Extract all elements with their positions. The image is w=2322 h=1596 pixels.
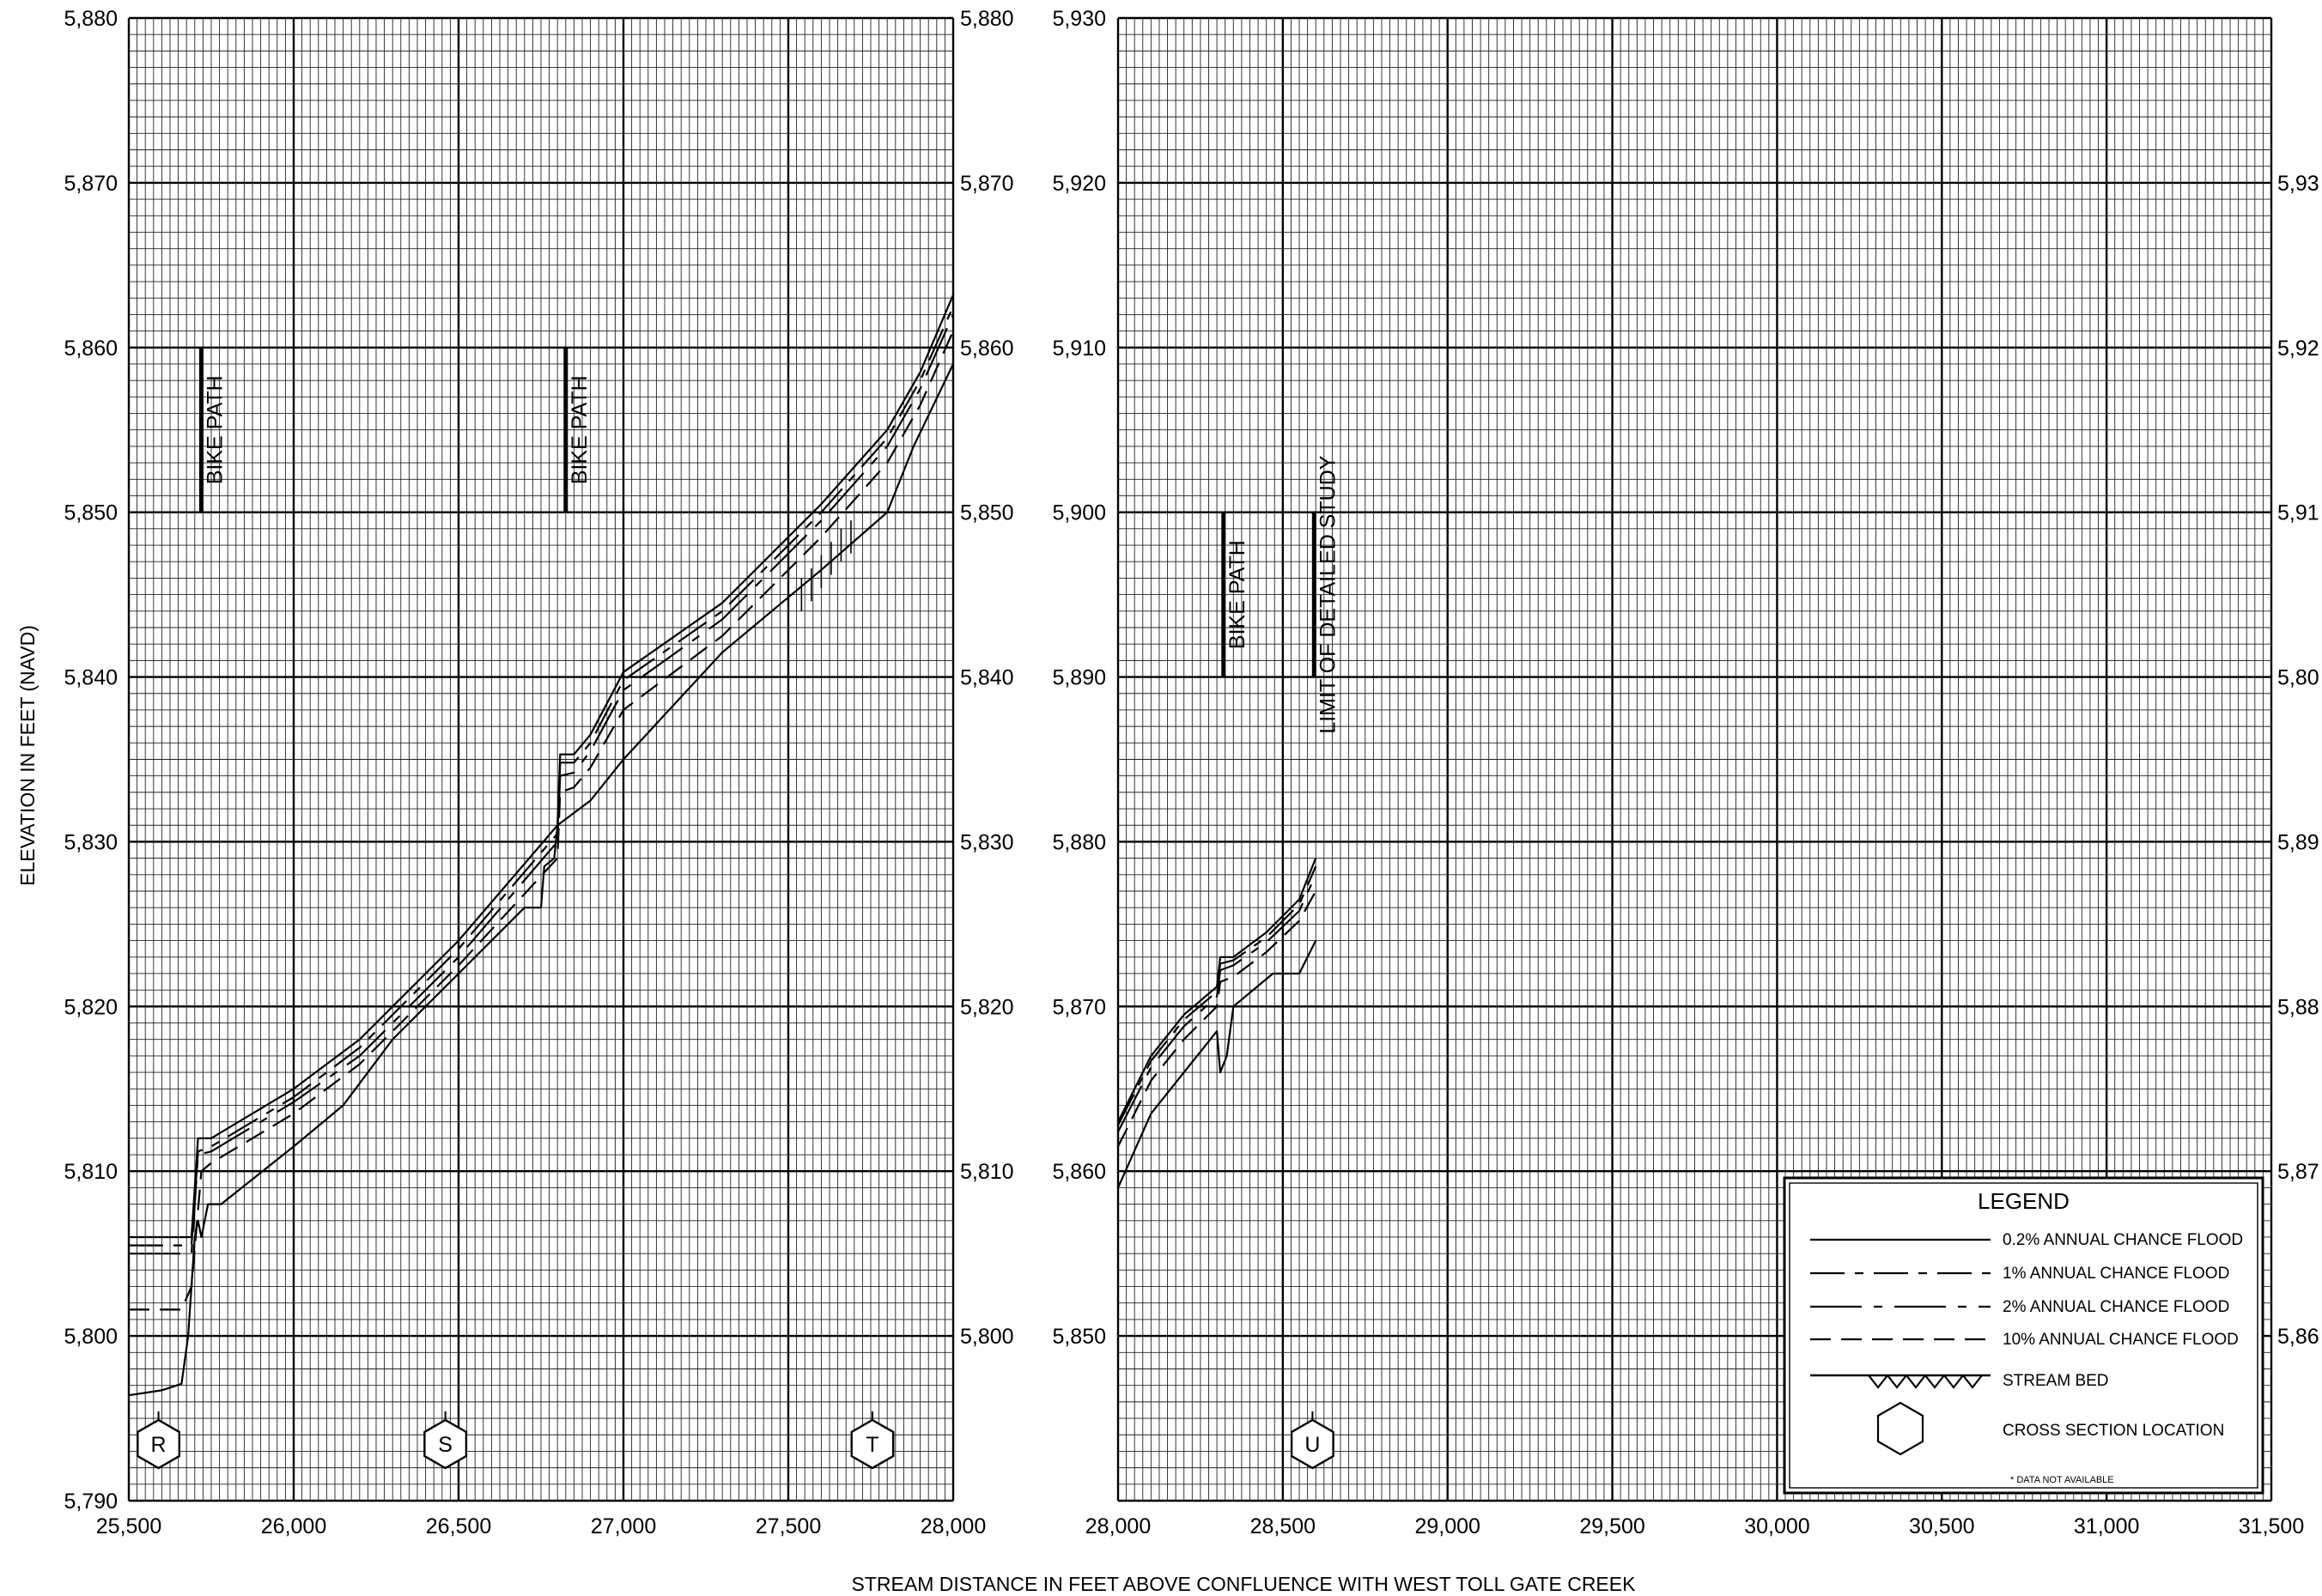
- cross-section-label: T: [866, 1433, 878, 1457]
- series-line: [128, 363, 954, 1397]
- y-tick-right: 5,860: [960, 337, 1014, 361]
- legend-item-label: CROSS SECTION LOCATION: [2003, 1422, 2224, 1440]
- y-tick-left-panel2: 5,910: [1052, 337, 1106, 361]
- x-tick-label: 28,000: [1085, 1514, 1151, 1538]
- series-line: [1117, 858, 1317, 1123]
- feature-label: BIKE PATH: [1225, 540, 1249, 649]
- x-tick-label: 31,000: [2074, 1514, 2139, 1538]
- legend-swatch-stream-bed-hatch: [1962, 1375, 1983, 1389]
- y-tick-right: 5,830: [960, 830, 1014, 854]
- legend-box: [1783, 1176, 2264, 1495]
- y-tick-left: 5,840: [64, 666, 118, 690]
- y-tick-right: 5,880: [960, 7, 1014, 31]
- legend-item-label: 10% ANNUAL CHANCE FLOOD: [2003, 1331, 2239, 1349]
- cross-section-hexagon-icon: [850, 1418, 895, 1470]
- legend-item-label: 0.2% ANNUAL CHANCE FLOOD: [2003, 1231, 2243, 1249]
- feature-label: BIKE PATH: [203, 375, 227, 484]
- y-tick-left-panel2: 5,860: [1052, 1160, 1106, 1184]
- y-tick-left: 5,810: [64, 1160, 118, 1184]
- y-tick-right: 5,820: [960, 995, 1014, 1019]
- y-tick-left-panel2: 5,850: [1052, 1325, 1106, 1349]
- cross-section-markers: R S T U: [137, 1411, 1334, 1470]
- series-line: [1117, 865, 1317, 1126]
- cross-section-label: U: [1304, 1433, 1320, 1457]
- y-tick-left: 5,790: [64, 1490, 118, 1514]
- y-tick-right-panel2: 5,89: [2277, 830, 2319, 854]
- y-tick-right-panel2: 5,88: [2277, 995, 2319, 1019]
- y-tick-right-panel2: 5,93: [2277, 172, 2319, 196]
- cross-section-label: S: [438, 1433, 453, 1457]
- legend-swatch-stream-bed-hatch: [1887, 1375, 1907, 1389]
- y-tick-left: 5,850: [64, 501, 118, 525]
- y-axis-title: ELEVATION IN FEET (NAVD): [16, 625, 39, 886]
- series-line: [1117, 890, 1317, 1147]
- legend-item-label: 1% ANNUAL CHANCE FLOOD: [2003, 1265, 2229, 1283]
- y-tick-right: 5,850: [960, 501, 1014, 525]
- series-line: [129, 306, 955, 1247]
- y-tick-right-panel2: 5,92: [2277, 337, 2319, 361]
- x-tick-label: 28,500: [1250, 1514, 1316, 1538]
- series-line: [1117, 874, 1317, 1132]
- legend: LEGEND 0.2% ANNUAL CHANCE FLOOD 1% ANNUAL …: [1783, 1176, 2264, 1495]
- cross-section-hexagon-icon: [423, 1418, 468, 1470]
- legend-note: * DATA NOT AVAILABLE: [2010, 1475, 2114, 1485]
- legend-swatch-stream-bed-hatch: [1924, 1375, 1945, 1389]
- legend-hexagon-icon: [1876, 1401, 1924, 1456]
- x-tick-label: 30,000: [1744, 1514, 1809, 1538]
- x-tick-label: 29,000: [1414, 1514, 1480, 1538]
- y-tick-right: 5,840: [960, 666, 1014, 690]
- y-tick-left-panel2: 5,890: [1052, 666, 1106, 690]
- y-tick-right-panel2: 5,87: [2277, 1160, 2319, 1184]
- legend-inner-border: [1789, 1182, 2258, 1489]
- profile-features: BIKE PATH BIKE PATH BIKE PATH LIMIT OF DETA…: [198, 347, 1340, 734]
- feature-label: LIMIT OF DETAILED STUDY: [1316, 455, 1340, 733]
- x-tick-label: 25,500: [96, 1514, 161, 1538]
- y-tick-left: 5,830: [64, 830, 118, 854]
- legend-swatch-stream-bed-hatch: [1906, 1375, 1926, 1389]
- y-tick-left: 5,820: [64, 995, 118, 1019]
- y-tick-left: 5,880: [64, 7, 118, 31]
- axis-ticks: 5,7905,8005,8105,8205,8305,8405,8505,860…: [64, 7, 2319, 1538]
- x-tick-label: 28,000: [921, 1514, 986, 1538]
- series-line: [129, 294, 955, 1239]
- feature-label: BIKE PATH: [568, 375, 592, 484]
- y-tick-right-panel2: 5,80: [2277, 666, 2319, 690]
- cross-section-label: R: [151, 1433, 167, 1457]
- y-tick-left-panel2: 5,930: [1052, 7, 1106, 31]
- x-axis-title: STREAM DISTANCE IN FEET ABOVE CONFLUENCE…: [852, 1573, 1637, 1595]
- y-tick-right-panel2: 5,86: [2277, 1325, 2319, 1349]
- cross-section-hexagon-icon: [1290, 1418, 1334, 1470]
- x-tick-label: 26,500: [426, 1514, 491, 1538]
- x-tick-label: 27,500: [756, 1514, 821, 1538]
- x-tick-label: 29,500: [1579, 1514, 1644, 1538]
- y-tick-left: 5,800: [64, 1325, 118, 1349]
- series-line: [1116, 940, 1317, 1188]
- legend-title: LEGEND: [1978, 1188, 2070, 1214]
- x-tick-label: 27,000: [591, 1514, 656, 1538]
- y-tick-right: 5,800: [960, 1325, 1014, 1349]
- y-tick-right: 5,810: [960, 1160, 1014, 1184]
- series-line: [129, 313, 955, 1255]
- legend-item-label: 2% ANNUAL CHANCE FLOOD: [2003, 1298, 2229, 1316]
- legend-swatch-stream-bed-hatch: [1868, 1375, 1888, 1389]
- y-tick-left-panel2: 5,870: [1052, 995, 1106, 1019]
- y-tick-right-panel2: 5,91: [2277, 501, 2319, 525]
- x-tick-label: 30,500: [1909, 1514, 1974, 1538]
- x-tick-label: 26,000: [261, 1514, 326, 1538]
- y-tick-left-panel2: 5,900: [1052, 501, 1106, 525]
- x-tick-label: 31,500: [2239, 1514, 2304, 1538]
- legend-item-label: STREAM BED: [2003, 1372, 2109, 1390]
- y-tick-left: 5,860: [64, 337, 118, 361]
- y-tick-left-panel2: 5,880: [1052, 830, 1106, 854]
- y-tick-left-panel2: 5,920: [1052, 172, 1106, 196]
- series-line: [129, 331, 955, 1311]
- y-tick-left: 5,870: [64, 172, 118, 196]
- y-tick-right: 5,870: [960, 172, 1014, 196]
- legend-swatch-stream-bed-hatch: [1943, 1375, 1964, 1389]
- cross-section-hexagon-icon: [137, 1418, 181, 1470]
- flood-series: [128, 294, 1317, 1397]
